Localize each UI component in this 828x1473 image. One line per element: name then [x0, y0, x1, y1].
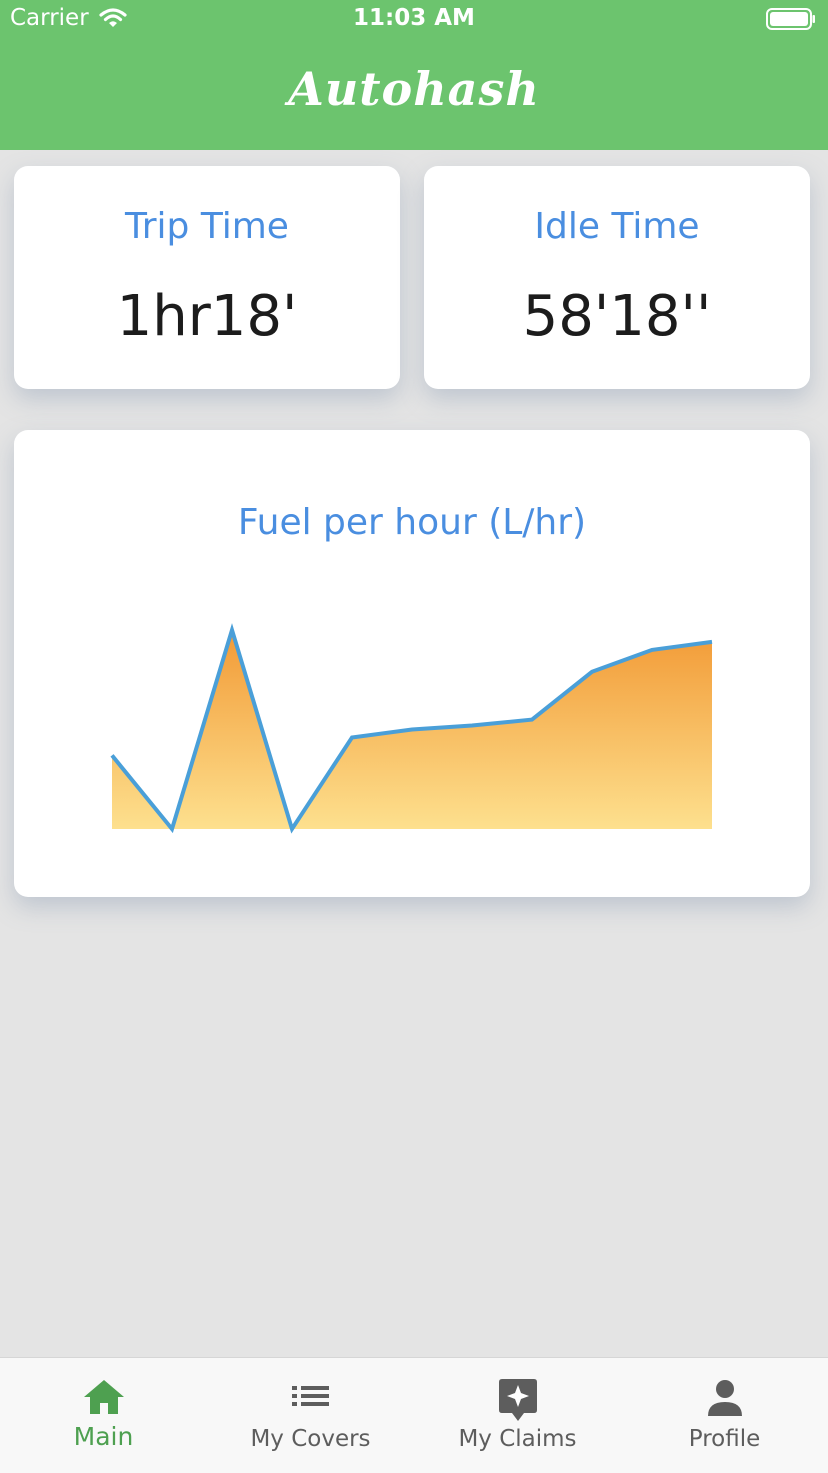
chart-title: Fuel per hour (L/hr): [237, 502, 587, 543]
tab-my-covers[interactable]: My Covers: [207, 1358, 414, 1473]
status-time: 11:03 AM: [353, 5, 475, 31]
fuel-chart: [110, 623, 713, 834]
fuel-chart-card: Fuel per hour (L/hr): [14, 430, 810, 897]
idle-time-card: Idle Time 58'18'': [424, 166, 810, 389]
tab-main[interactable]: Main: [0, 1358, 207, 1473]
tab-bar: Main My Covers My Claims: [0, 1357, 828, 1473]
home-icon: [83, 1380, 124, 1414]
tab-main-label: Main: [73, 1422, 134, 1451]
app-header: Carrier 11:03 AM Autohash: [0, 0, 828, 150]
carrier-label: Carrier: [10, 5, 89, 31]
idle-time-value: 58'18'': [522, 284, 712, 349]
trip-time-label: Trip Time: [125, 206, 289, 247]
list-icon: [291, 1386, 329, 1406]
status-carrier: Carrier: [10, 5, 127, 31]
tab-profile[interactable]: Profile: [621, 1358, 828, 1473]
fuel-series-line: [110, 623, 713, 834]
tab-my-covers-label: My Covers: [250, 1426, 371, 1452]
claims-sparkle-icon: [498, 1379, 537, 1421]
trip-time-value: 1hr18': [116, 284, 298, 349]
tab-my-claims[interactable]: My Claims: [414, 1358, 621, 1473]
battery-icon: [766, 8, 815, 30]
idle-time-label: Idle Time: [534, 206, 700, 247]
person-icon: [707, 1380, 742, 1416]
tab-profile-label: Profile: [688, 1426, 761, 1452]
trip-time-card: Trip Time 1hr18': [14, 166, 400, 389]
tab-my-claims-label: My Claims: [458, 1426, 577, 1452]
wifi-icon: [99, 8, 127, 27]
app-title: Autohash: [288, 62, 540, 116]
